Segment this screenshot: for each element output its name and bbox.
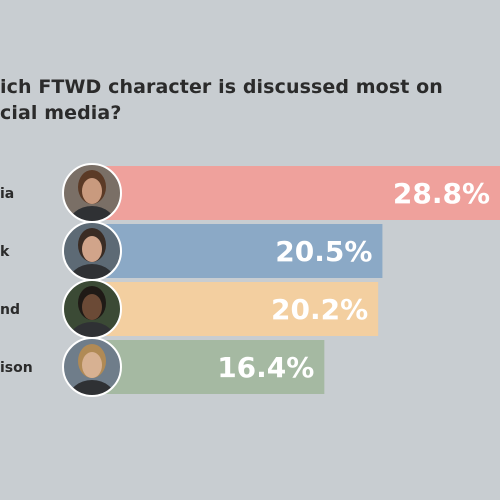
character-avatar-icon bbox=[62, 337, 122, 397]
category-label: nd bbox=[0, 302, 20, 318]
bar bbox=[92, 166, 500, 220]
bar-value-label: 20.2% bbox=[271, 293, 368, 326]
chart-title-line-1: ich FTWD character is discussed most on bbox=[0, 76, 443, 98]
bar bbox=[92, 340, 325, 394]
character-avatar-icon bbox=[62, 221, 122, 281]
category-label: k bbox=[0, 244, 10, 260]
bar bbox=[92, 224, 383, 278]
bar-value-label: 16.4% bbox=[217, 351, 314, 384]
bar-value-label: 20.5% bbox=[275, 235, 372, 268]
chart-title-line-2: cial media? bbox=[0, 102, 122, 124]
character-avatar-icon bbox=[62, 163, 122, 223]
bar-value-label: 28.8% bbox=[393, 177, 490, 210]
category-label: ia bbox=[0, 186, 14, 202]
bar bbox=[92, 282, 379, 336]
character-avatar-icon bbox=[62, 279, 122, 339]
category-label: ison bbox=[0, 360, 33, 376]
chart-title: ich FTWD character is discussed most on … bbox=[0, 74, 470, 126]
